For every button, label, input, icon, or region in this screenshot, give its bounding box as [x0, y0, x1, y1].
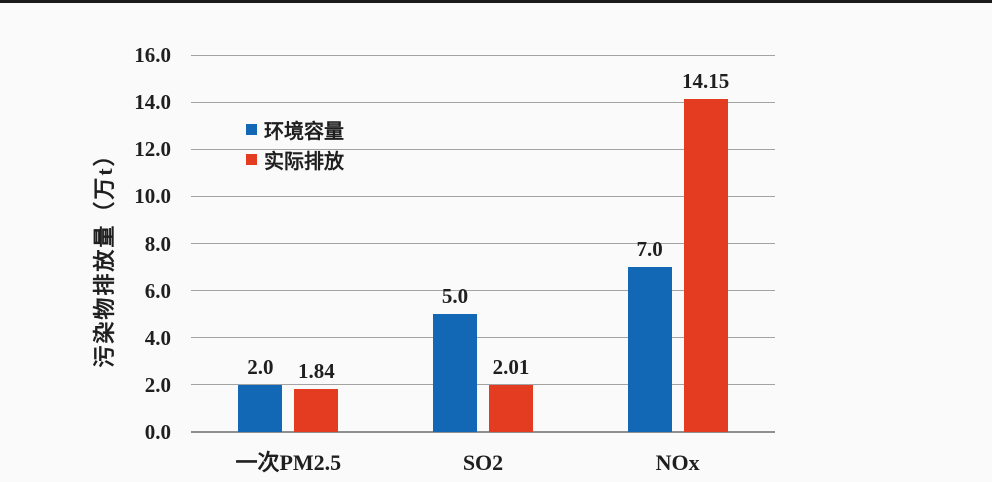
- bar: [294, 388, 339, 432]
- legend-swatch-icon: [246, 123, 257, 135]
- y-tick-label: 6.0: [144, 278, 171, 303]
- x-category-label: SO2: [462, 450, 504, 475]
- legend-label: 实际排放: [264, 150, 344, 173]
- bar: [489, 384, 533, 432]
- y-tick-label: 0.0: [144, 420, 171, 444]
- y-tick-label: 16.0: [134, 43, 171, 67]
- gridline: [191, 337, 775, 339]
- bar: [433, 314, 477, 432]
- bar-value-label: 1.84: [297, 358, 335, 383]
- bar: [238, 384, 283, 432]
- gridline: [191, 101, 775, 103]
- gridline: [191, 290, 775, 292]
- y-tick-label: 10.0: [134, 184, 171, 209]
- bar-value-label: 2.0: [247, 354, 274, 379]
- bar-value-label: 2.01: [492, 354, 530, 379]
- y-tick-label: 14.0: [134, 90, 171, 115]
- bar-value-label: 5.0: [441, 284, 469, 309]
- bar: [627, 267, 672, 432]
- gridline: [191, 431, 775, 433]
- legend-item: 环境容量: [246, 114, 344, 144]
- gridline: [191, 54, 775, 56]
- legend-item: 实际排放: [246, 144, 344, 174]
- gridline: [191, 384, 775, 386]
- bar-value-label: 7.0: [636, 237, 663, 262]
- y-tick-label: 8.0: [144, 231, 171, 256]
- x-category-label: NOx: [655, 450, 700, 475]
- x-category-label: 一次PM2.5: [235, 450, 342, 475]
- gridline: [191, 148, 775, 150]
- legend-swatch-icon: [246, 153, 257, 165]
- y-tick-label: 12.0: [134, 137, 171, 162]
- bar-value-label: 14.15: [682, 68, 730, 93]
- gridline: [191, 243, 775, 244]
- bar: [683, 98, 728, 432]
- legend-label: 环境容量: [264, 120, 344, 143]
- gridline: [191, 195, 775, 197]
- y-tick-label: 2.0: [144, 372, 171, 397]
- chart-legend: 环境容量 实际排放: [246, 114, 344, 174]
- top-edge-artifact: [0, 0, 992, 3]
- y-tick-label: 4.0: [144, 325, 171, 350]
